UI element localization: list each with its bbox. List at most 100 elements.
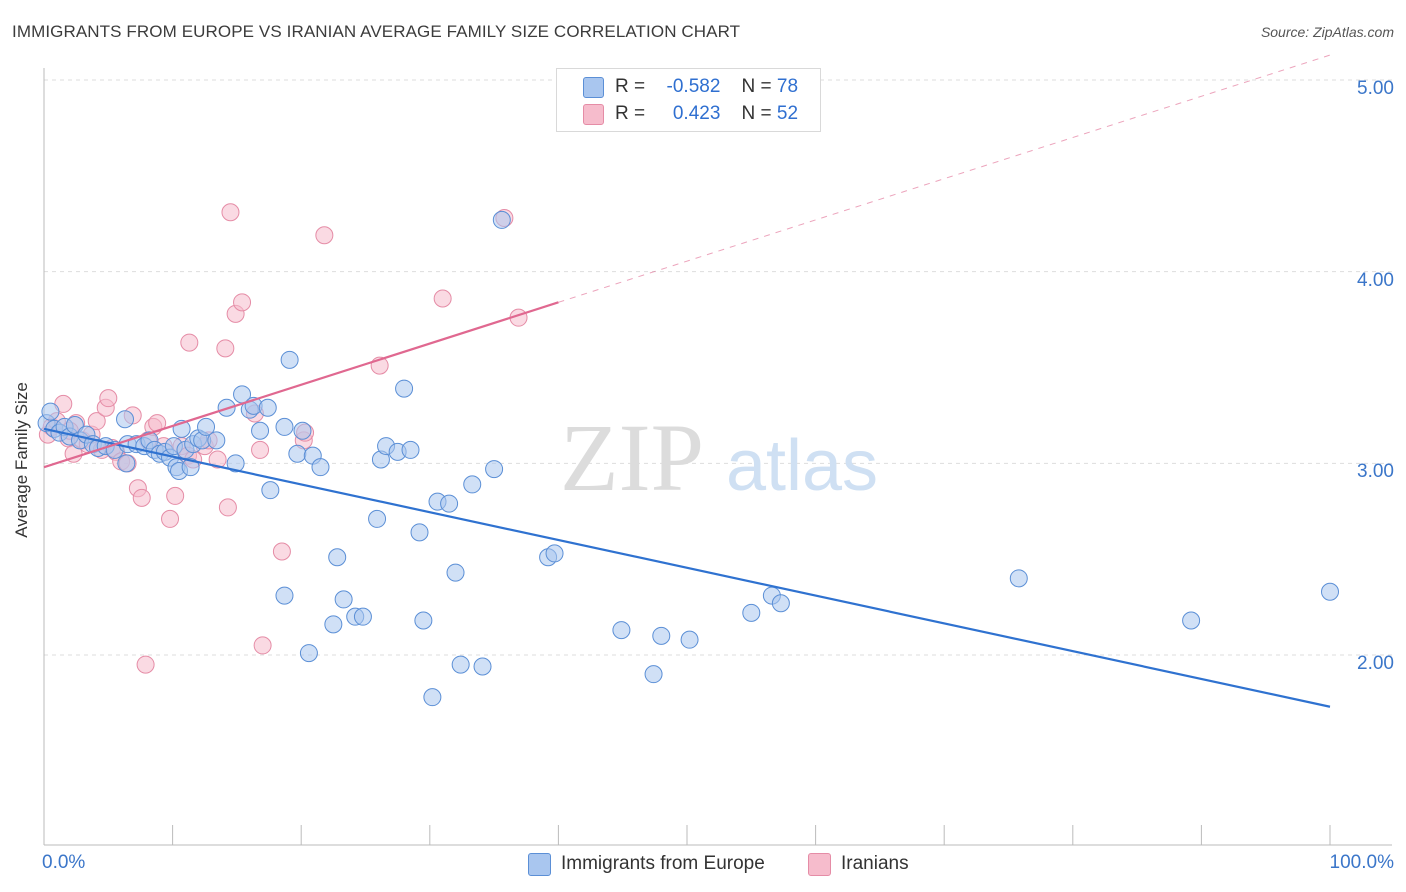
europe-point [288, 444, 307, 463]
europe-n-value: 78 [776, 76, 799, 97]
gridlines [44, 79, 1392, 656]
europe-point [1321, 582, 1339, 601]
y-tick-label: 2.00 [1357, 653, 1394, 674]
legend-swatch-europe [528, 852, 551, 876]
legend-label-europe: Immigrants from Europe [561, 853, 765, 874]
europe-point [742, 603, 761, 622]
europe-point [423, 688, 442, 707]
europe-point [395, 379, 414, 398]
europe-point [324, 615, 343, 634]
europe-point [473, 657, 492, 676]
series-immigrants-from-europe [37, 210, 1339, 707]
europe-point [280, 350, 299, 369]
europe-stat-row: R = -0.582 N = 78 [615, 75, 798, 99]
legend-swatch-iran [808, 852, 831, 876]
europe-r-label: R = [615, 76, 646, 97]
iran-point [166, 486, 185, 505]
europe-point [1009, 569, 1028, 588]
europe-point [293, 421, 312, 440]
iran-point [221, 203, 240, 222]
trendlines [43, 54, 1331, 708]
europe-point [652, 626, 671, 645]
x-tick-label-min: 0.0% [42, 852, 86, 873]
iran-point [161, 509, 180, 528]
iran-point [315, 226, 334, 245]
europe-point [368, 509, 387, 528]
iran-point [208, 450, 227, 469]
watermark: ZIP atlas [560, 404, 878, 511]
iran-point [216, 339, 235, 358]
europe-point [771, 594, 790, 613]
chart-title: IMMIGRANTS FROM EUROPE VS IRANIAN AVERAG… [12, 22, 741, 41]
europe-point [275, 417, 294, 436]
legend-item-iran[interactable]: Iranians [808, 851, 909, 877]
europe-point [116, 410, 135, 429]
iran-r-label: R = [615, 103, 646, 124]
europe-point [451, 655, 470, 674]
iran-point [180, 333, 199, 352]
iran-point [253, 636, 272, 655]
correlation-stats-box: R = -0.582 N = 78 R = 0.423 N = 52 [556, 68, 821, 132]
europe-point [261, 481, 280, 500]
europe-point [226, 454, 245, 473]
europe-r-value: -0.582 [666, 76, 721, 97]
watermark-atlas: atlas [726, 426, 878, 506]
europe-point [311, 458, 330, 477]
iran-point [218, 498, 237, 517]
y-axis-label: Average Family Size [12, 382, 31, 538]
iran-point [136, 655, 155, 674]
europe-point [612, 621, 631, 640]
europe-point [299, 644, 318, 663]
iran-trend-extension [558, 54, 1331, 303]
iran-point [99, 389, 118, 408]
europe-point [328, 548, 347, 567]
europe-point [197, 417, 216, 436]
europe-point [41, 402, 60, 421]
europe-point [414, 611, 433, 630]
europe-point [258, 398, 277, 417]
iran-trend-line [43, 301, 559, 469]
europe-point [485, 460, 504, 479]
y-tick-label: 3.00 [1357, 461, 1394, 483]
europe-point [440, 494, 459, 513]
europe-point [492, 210, 511, 229]
y-tick-label: 4.00 [1357, 269, 1394, 291]
europe-point [207, 431, 226, 450]
europe-point [181, 458, 200, 477]
europe-point [545, 544, 564, 563]
source-label: Source: ZipAtlas.com [1260, 24, 1394, 40]
europe-point [275, 586, 294, 605]
iran-stat-row: R = 0.423 N = 52 [615, 102, 798, 126]
iran-point [132, 488, 151, 507]
iran-n-label: N = [741, 103, 772, 124]
legend-item-europe[interactable]: Immigrants from Europe [528, 851, 765, 877]
iran-point [233, 293, 252, 312]
europe-trend-line [43, 427, 1331, 708]
iran-n-value: 52 [776, 103, 799, 124]
europe-point [644, 665, 663, 684]
europe-point [251, 421, 270, 440]
axes [43, 68, 1392, 846]
iran-point [272, 542, 291, 561]
legend-label-iran: Iranians [841, 853, 909, 874]
europe-stat-swatch [583, 77, 604, 98]
europe-point [1182, 611, 1201, 630]
europe-point [446, 563, 465, 582]
watermark-zip: ZIP [560, 404, 704, 511]
iran-point [251, 440, 270, 459]
europe-point [334, 590, 353, 609]
europe-point [353, 607, 372, 626]
europe-point [680, 630, 699, 649]
iran-r-value: 0.423 [672, 103, 721, 124]
europe-point [401, 440, 420, 459]
iran-stat-swatch [583, 104, 604, 125]
y-tick-label: 5.00 [1357, 78, 1394, 99]
europe-point [410, 523, 429, 542]
europe-point [117, 454, 136, 473]
iran-point [433, 289, 452, 308]
x-tick-label-max: 100.0% [1329, 852, 1394, 873]
europe-point [463, 475, 482, 494]
iran-point [87, 412, 106, 431]
europe-n-label: N = [741, 76, 772, 97]
